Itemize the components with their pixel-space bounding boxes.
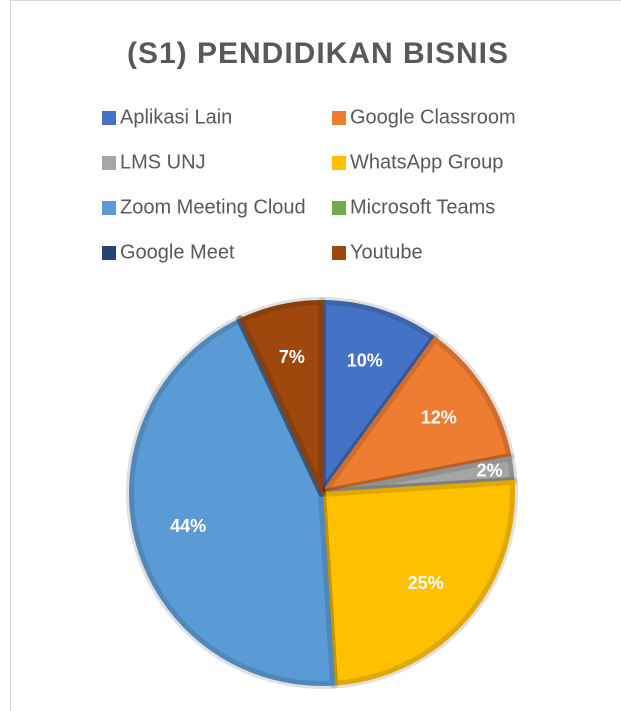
pie-slice-edge [236, 297, 326, 497]
pie-slice [319, 336, 512, 495]
legend-swatch [332, 201, 346, 215]
pie-slice-edge [126, 315, 339, 689]
legend-swatch [332, 156, 346, 170]
pie-slice [321, 299, 437, 497]
pie-slice-edge [318, 476, 518, 689]
data-label: 10% [347, 350, 383, 370]
data-label: 2% [477, 461, 503, 481]
legend-swatch [332, 246, 346, 260]
pie-slice-edge [318, 333, 515, 497]
data-label: 12% [421, 408, 457, 428]
data-label: 7% [279, 347, 305, 367]
chart-title: (S1) PENDIDIKAN BISNIS [127, 37, 509, 70]
pie-slice-edge [318, 297, 439, 497]
legend-swatch [102, 246, 116, 260]
legend-label: Aplikasi Lain [120, 106, 232, 128]
legend-label: Google Classroom [350, 106, 516, 128]
pie-slice [320, 479, 515, 686]
legend-swatch [102, 201, 116, 215]
legend-label: Google Meet [120, 241, 235, 263]
data-label: 44% [170, 516, 206, 536]
pie-slice [238, 299, 323, 494]
legend-label: Youtube [350, 241, 423, 263]
legend-swatch [102, 156, 116, 170]
legend-label: LMS UNJ [120, 151, 206, 173]
legend-label: WhatsApp Group [350, 151, 503, 173]
legend-swatch [102, 111, 116, 125]
legend-label: Microsoft Teams [350, 196, 495, 218]
legend-swatch [332, 111, 346, 125]
data-label: 25% [408, 573, 444, 593]
legend-label: Zoom Meeting Cloud [120, 196, 306, 218]
